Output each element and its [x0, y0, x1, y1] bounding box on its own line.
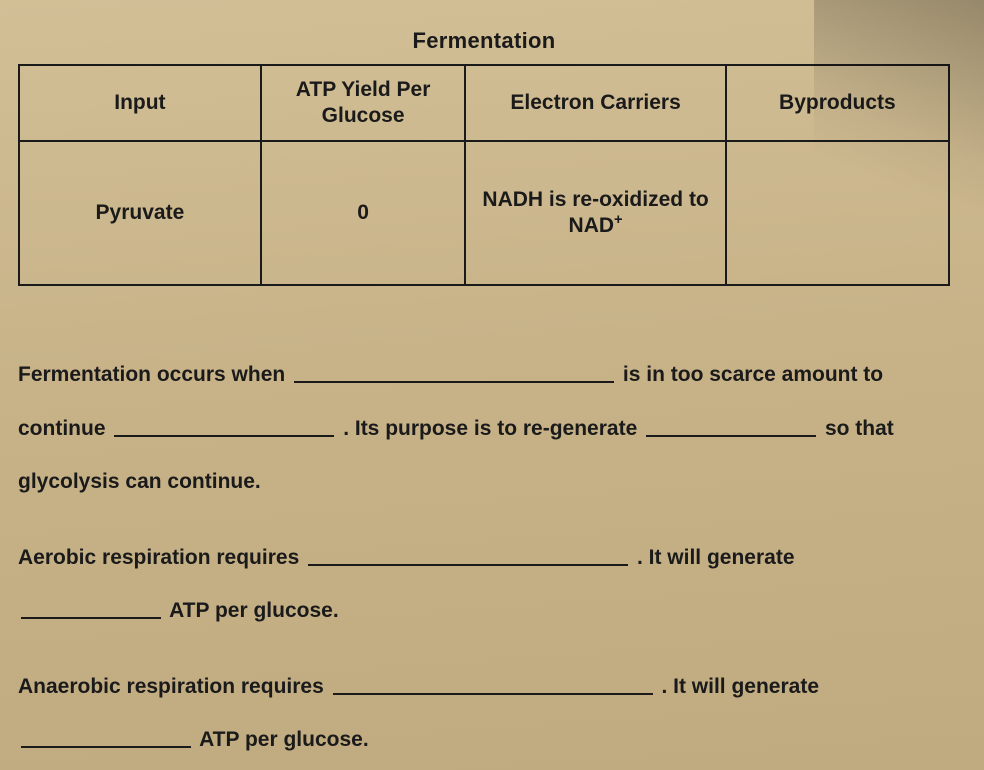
cell-electron-carriers: NADH is re-oxidized to NAD+: [465, 141, 725, 285]
table-header-row: Input ATP Yield Per Glucose Electron Car…: [19, 65, 949, 141]
cell-atp-yield: 0: [261, 141, 466, 285]
blank-6[interactable]: [333, 671, 653, 695]
cell-input: Pyruvate: [19, 141, 261, 285]
blank-7[interactable]: [21, 724, 191, 748]
blank-2[interactable]: [114, 413, 334, 437]
blank-4[interactable]: [308, 542, 628, 566]
text-s6b: . It will generate: [661, 675, 819, 698]
text-s2c: so that: [825, 417, 894, 440]
text-s1b: is in too scarce amount to: [623, 363, 883, 386]
text-s2a: continue: [18, 417, 106, 440]
cell-byproducts: [726, 141, 949, 285]
col-electron-carriers: Electron Carriers: [465, 65, 725, 141]
blank-1[interactable]: [294, 359, 614, 383]
paragraph-2: Aerobic respiration requires . It will g…: [18, 531, 950, 638]
col-atp-yield: ATP Yield Per Glucose: [261, 65, 466, 141]
fill-in-section: Fermentation occurs when is in too scarc…: [18, 348, 950, 767]
blank-5[interactable]: [21, 595, 161, 619]
text-s4a: Aerobic respiration requires: [18, 546, 299, 569]
paragraph-1: Fermentation occurs when is in too scarc…: [18, 348, 950, 509]
blank-3[interactable]: [646, 413, 816, 437]
worksheet-title: Fermentation: [18, 28, 950, 54]
table-row: Pyruvate 0 NADH is re-oxidized to NAD+: [19, 141, 949, 285]
text-s1a: Fermentation occurs when: [18, 363, 285, 386]
worksheet-page: Fermentation Input ATP Yield Per Glucose…: [0, 0, 984, 770]
text-s7: ATP per glucose.: [199, 728, 369, 751]
col-input: Input: [19, 65, 261, 141]
text-s3: glycolysis can continue.: [18, 470, 261, 493]
text-s5: ATP per glucose.: [169, 599, 339, 622]
col-byproducts: Byproducts: [726, 65, 949, 141]
paragraph-3: Anaerobic respiration requires . It will…: [18, 660, 950, 767]
fermentation-table: Input ATP Yield Per Glucose Electron Car…: [18, 64, 950, 286]
text-s2b: . Its purpose is to re-generate: [343, 417, 637, 440]
text-s6a: Anaerobic respiration requires: [18, 675, 324, 698]
text-s4b: . It will generate: [637, 546, 795, 569]
